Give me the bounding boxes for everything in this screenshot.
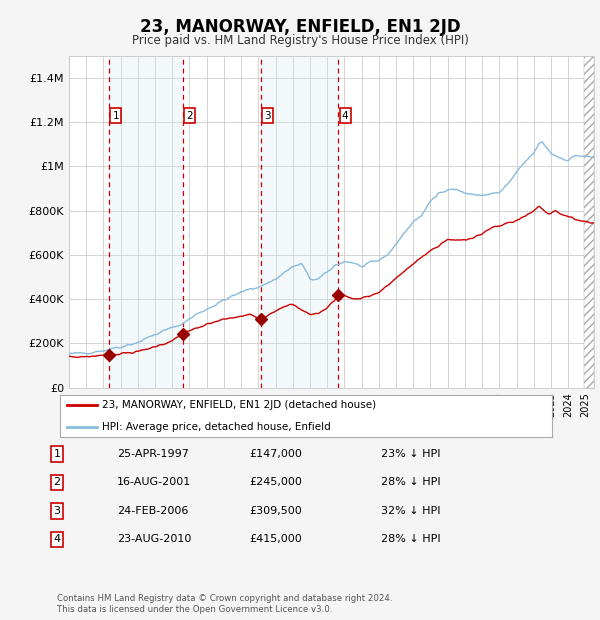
Text: 3: 3 xyxy=(53,506,61,516)
Text: 16-AUG-2001: 16-AUG-2001 xyxy=(117,477,191,487)
Text: 25-APR-1997: 25-APR-1997 xyxy=(117,449,189,459)
Text: 2: 2 xyxy=(187,110,193,120)
Text: HPI: Average price, detached house, Enfield: HPI: Average price, detached house, Enfi… xyxy=(102,422,331,432)
Text: 4: 4 xyxy=(342,110,349,120)
Text: 23-AUG-2010: 23-AUG-2010 xyxy=(117,534,191,544)
Text: 28% ↓ HPI: 28% ↓ HPI xyxy=(381,534,440,544)
Text: 23, MANORWAY, ENFIELD, EN1 2JD (detached house): 23, MANORWAY, ENFIELD, EN1 2JD (detached… xyxy=(102,401,376,410)
Text: 3: 3 xyxy=(265,110,271,120)
Text: 32% ↓ HPI: 32% ↓ HPI xyxy=(381,506,440,516)
Text: 4: 4 xyxy=(53,534,61,544)
Text: Price paid vs. HM Land Registry's House Price Index (HPI): Price paid vs. HM Land Registry's House … xyxy=(131,35,469,47)
Text: 1: 1 xyxy=(112,110,119,120)
Text: 23, MANORWAY, ENFIELD, EN1 2JD: 23, MANORWAY, ENFIELD, EN1 2JD xyxy=(140,17,460,36)
Text: £147,000: £147,000 xyxy=(249,449,302,459)
Text: £245,000: £245,000 xyxy=(249,477,302,487)
Text: £415,000: £415,000 xyxy=(249,534,302,544)
Bar xyxy=(109,56,183,388)
Text: £309,500: £309,500 xyxy=(249,506,302,516)
Text: Contains HM Land Registry data © Crown copyright and database right 2024.
This d: Contains HM Land Registry data © Crown c… xyxy=(57,595,392,614)
Text: 1: 1 xyxy=(53,449,61,459)
Text: 28% ↓ HPI: 28% ↓ HPI xyxy=(381,477,440,487)
Text: 24-FEB-2006: 24-FEB-2006 xyxy=(117,506,188,516)
Text: 2: 2 xyxy=(53,477,61,487)
Bar xyxy=(261,56,338,388)
Text: 23% ↓ HPI: 23% ↓ HPI xyxy=(381,449,440,459)
